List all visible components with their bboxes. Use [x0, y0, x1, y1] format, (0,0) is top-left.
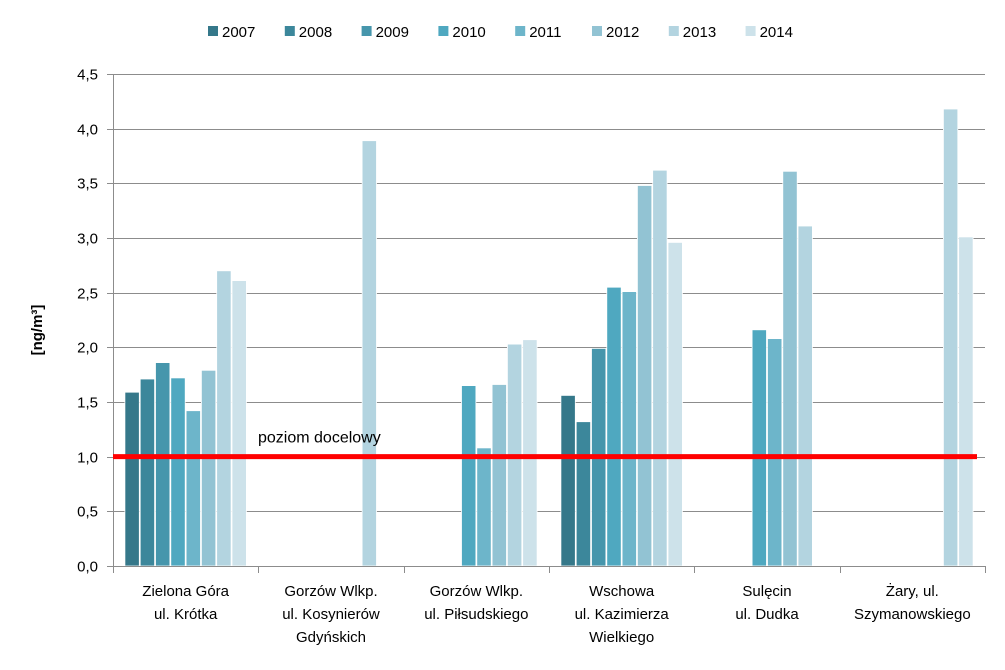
legend-label: 2012 — [606, 24, 639, 41]
legend-label: 2011 — [529, 24, 561, 41]
category-label: Sulęcin ul. Dudka — [735, 583, 799, 623]
y-tick-label: 2,0 — [77, 340, 98, 357]
y-tick-label: 0,0 — [77, 559, 98, 576]
bar-2013 — [797, 225, 813, 567]
x-category-labels: Zielona Góra ul. Krótka Gorzów Wlkp. ul. Ko… — [142, 582, 970, 646]
category-label: Żary, ul. Szymanowskiego — [854, 582, 971, 623]
bar-2012 — [200, 369, 217, 567]
y-tick-label: 3,0 — [77, 231, 98, 248]
bar-2010 — [170, 377, 186, 567]
bar-2014 — [958, 236, 974, 567]
category-label-line: Wielkiego — [589, 629, 654, 646]
bar-2011 — [476, 447, 492, 567]
bar-2007 — [560, 394, 576, 567]
category-label-line: ul. Piłsudskiego — [424, 606, 528, 623]
y-tick-label: 4,0 — [77, 122, 98, 139]
legend-swatch — [208, 26, 218, 36]
bar-2013 — [652, 169, 668, 567]
bar-2013 — [216, 270, 232, 567]
bar-2010 — [606, 286, 622, 567]
category-label-line: ul. Kazimierza — [575, 606, 670, 623]
y-tick-label: 3,5 — [77, 176, 98, 193]
category-label-line: Gorzów Wlkp. — [430, 583, 523, 600]
bar-2007 — [124, 391, 140, 567]
category-label-line: Wschowa — [589, 583, 655, 600]
reference-line-label: poziom docelowy — [258, 430, 381, 447]
bar-2008 — [139, 378, 155, 567]
bar-2012 — [782, 170, 798, 567]
category-label-line: ul. Dudka — [735, 606, 799, 623]
category-label-line: ul. Kosynierów — [282, 606, 380, 623]
bar-2013 — [943, 108, 959, 567]
legend-swatch — [745, 26, 756, 36]
bar-2011 — [621, 291, 637, 567]
bar-2014 — [231, 280, 247, 567]
bar-2012 — [491, 384, 507, 567]
category-label: Gorzów Wlkp. ul. Piłsudskiego — [424, 583, 528, 623]
y-tick-label: 1,0 — [77, 450, 98, 467]
y-tick-label: 4,5 — [77, 67, 98, 84]
bar-2012 — [637, 185, 653, 567]
category-label-line: Gorzów Wlkp. — [284, 583, 377, 600]
legend-swatch — [668, 26, 679, 36]
bar-2014 — [667, 241, 683, 567]
category-label-line: Żary, ul. — [886, 582, 939, 600]
bar-2011 — [767, 338, 783, 567]
legend-swatch — [592, 26, 602, 36]
bar-2011 — [185, 410, 201, 567]
y-tick-label: 0,5 — [77, 504, 98, 521]
legend-label: 2014 — [760, 24, 793, 41]
bar-2013 — [361, 140, 377, 567]
legend: 2007 2008 2009 2010 2011 2012 2013 2014 — [208, 24, 793, 41]
legend-label: 2008 — [299, 24, 332, 41]
y-tick-labels: 0,0 0,5 1,0 1,5 2,0 2,5 3,0 3,5 4,0 4,5 — [77, 67, 98, 576]
y-tick-label: 1,5 — [77, 395, 98, 412]
bar-2010 — [751, 329, 767, 567]
legend-label: 2007 — [222, 24, 255, 41]
legend-swatch — [284, 26, 295, 36]
category-label: Wschowa ul. Kazimierza Wielkiego — [575, 583, 670, 646]
reference-line-group: poziom docelowy — [113, 430, 977, 460]
y-axis-label: [ng/m³] — [29, 305, 46, 356]
bar-2014 — [522, 339, 538, 567]
legend-label: 2010 — [452, 24, 485, 41]
legend-label: 2009 — [376, 24, 409, 41]
bars — [124, 108, 974, 567]
axes — [107, 74, 986, 573]
category-label-line: Sulęcin — [742, 583, 791, 600]
category-label-line: Gdyńskich — [296, 629, 366, 646]
bar-2009 — [155, 362, 171, 567]
bar-2010 — [461, 385, 477, 567]
bar-2008 — [575, 421, 592, 567]
category-label-line: Zielona Góra — [142, 583, 229, 600]
category-label-line: ul. Krótka — [154, 606, 218, 623]
legend-label: 2013 — [683, 24, 716, 41]
category-label: Gorzów Wlkp. ul. Kosynierów Gdyńskich — [282, 583, 380, 646]
y-tick-label: 2,5 — [77, 286, 98, 303]
category-label: Zielona Góra ul. Krótka — [142, 583, 229, 623]
category-label-line: Szymanowskiego — [854, 606, 971, 623]
legend-swatch — [438, 26, 449, 36]
legend-swatch — [515, 26, 526, 36]
legend-swatch — [361, 26, 372, 36]
